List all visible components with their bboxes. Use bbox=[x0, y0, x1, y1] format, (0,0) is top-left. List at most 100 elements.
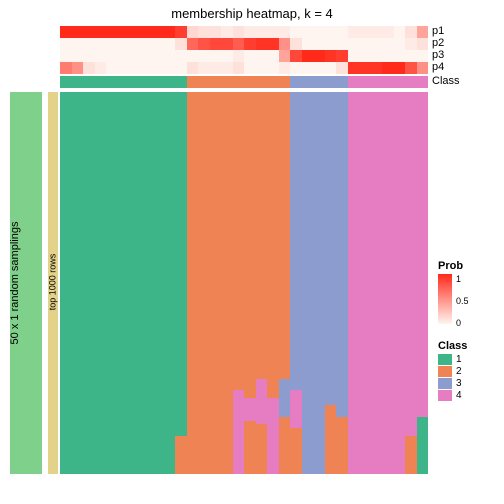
class-cell bbox=[313, 76, 325, 88]
legend-item: 1 bbox=[438, 354, 467, 365]
prob-cell bbox=[129, 62, 141, 74]
legend-tick: 0 bbox=[456, 318, 461, 328]
prob-cell bbox=[325, 50, 337, 62]
heatmap-column bbox=[141, 92, 153, 474]
prob-cell bbox=[279, 62, 291, 74]
prob-cell bbox=[359, 26, 371, 38]
row-label: p1 bbox=[432, 25, 444, 37]
prob-cell bbox=[267, 50, 279, 62]
prob-cell bbox=[164, 62, 176, 74]
heatmap-column bbox=[256, 92, 268, 474]
heatmap-cell bbox=[244, 92, 256, 398]
legend-swatch bbox=[438, 378, 452, 389]
heatmap-column bbox=[198, 92, 210, 474]
prob-cell bbox=[302, 38, 314, 50]
prob-cell bbox=[129, 38, 141, 50]
heatmap-cell bbox=[164, 92, 176, 474]
prob-cell bbox=[83, 62, 95, 74]
class-cell bbox=[118, 76, 130, 88]
heatmap-cell bbox=[348, 92, 360, 474]
class-cell bbox=[267, 76, 279, 88]
legend-swatch bbox=[438, 366, 452, 377]
legend-item: 3 bbox=[438, 378, 467, 389]
heatmap-column bbox=[60, 92, 72, 474]
heatmap-cell bbox=[152, 92, 164, 474]
prob-cell bbox=[175, 26, 187, 38]
legend-swatch bbox=[438, 390, 452, 401]
prob-cell bbox=[348, 26, 360, 38]
heatmap-cell bbox=[290, 390, 302, 428]
prob-cell bbox=[336, 26, 348, 38]
prob-cell bbox=[221, 50, 233, 62]
prob-cell bbox=[348, 62, 360, 74]
heatmap-cell bbox=[233, 92, 245, 390]
class-cell bbox=[141, 76, 153, 88]
class-cell bbox=[405, 76, 417, 88]
heatmap-cell bbox=[118, 92, 130, 474]
heatmap-cell bbox=[313, 92, 325, 474]
heatmap-cell bbox=[405, 436, 417, 474]
prob-cell bbox=[83, 38, 95, 50]
heatmap-cell bbox=[72, 92, 84, 474]
class-strip bbox=[60, 76, 428, 88]
heatmap-cell bbox=[233, 390, 245, 474]
legend-tick: 1 bbox=[456, 274, 461, 284]
prob-cell bbox=[325, 26, 337, 38]
prob-cell bbox=[405, 62, 417, 74]
prob-cell bbox=[210, 26, 222, 38]
prob-cell bbox=[256, 38, 268, 50]
heatmap-column bbox=[129, 92, 141, 474]
class-cell bbox=[152, 76, 164, 88]
class-cell bbox=[279, 76, 291, 88]
heatmap-column bbox=[175, 92, 187, 474]
row-label: p2 bbox=[432, 37, 444, 49]
heatmap-column bbox=[72, 92, 84, 474]
legend-prob: Prob10.50 bbox=[438, 260, 463, 324]
prob-row-p2 bbox=[60, 38, 428, 50]
heatmap-cell bbox=[221, 92, 233, 474]
heatmap-cell bbox=[417, 417, 429, 474]
prob-cell bbox=[106, 38, 118, 50]
sampling-label: 50 x 1 random samplings bbox=[9, 208, 21, 358]
prob-row-p4 bbox=[60, 62, 428, 74]
prob-cell bbox=[267, 26, 279, 38]
prob-cell bbox=[256, 26, 268, 38]
legend-label: 4 bbox=[456, 390, 462, 401]
heatmap-cell bbox=[290, 92, 302, 390]
prob-cell bbox=[187, 50, 199, 62]
prob-cell bbox=[60, 62, 72, 74]
prob-cell bbox=[290, 50, 302, 62]
heatmap-cell bbox=[267, 398, 279, 474]
class-cell bbox=[198, 76, 210, 88]
prob-cell bbox=[313, 62, 325, 74]
prob-cell bbox=[187, 26, 199, 38]
prob-cell bbox=[244, 38, 256, 50]
heatmap-column bbox=[233, 92, 245, 474]
prob-cell bbox=[152, 50, 164, 62]
prob-cell bbox=[348, 38, 360, 50]
heatmap-cell bbox=[405, 92, 417, 436]
prob-cell bbox=[72, 62, 84, 74]
prob-cell bbox=[233, 26, 245, 38]
heatmap-cell bbox=[279, 92, 291, 379]
prob-cell bbox=[302, 50, 314, 62]
heatmap-column bbox=[371, 92, 383, 474]
prob-cell bbox=[129, 50, 141, 62]
rows-tag-label: top 1000 rows bbox=[48, 230, 58, 335]
prob-cell bbox=[267, 62, 279, 74]
class-cell bbox=[348, 76, 360, 88]
heatmap-cell bbox=[244, 421, 256, 474]
prob-cell bbox=[210, 50, 222, 62]
prob-cell bbox=[164, 50, 176, 62]
prob-cell bbox=[325, 62, 337, 74]
legend-item: 4 bbox=[438, 390, 467, 401]
prob-cell bbox=[394, 62, 406, 74]
heatmap-main bbox=[60, 92, 428, 474]
prob-row-p1 bbox=[60, 26, 428, 38]
prob-cell bbox=[267, 38, 279, 50]
prob-cell bbox=[106, 62, 118, 74]
prob-cell bbox=[198, 38, 210, 50]
row-label: Class bbox=[432, 75, 460, 87]
prob-cell bbox=[210, 62, 222, 74]
heatmap-column bbox=[267, 92, 279, 474]
